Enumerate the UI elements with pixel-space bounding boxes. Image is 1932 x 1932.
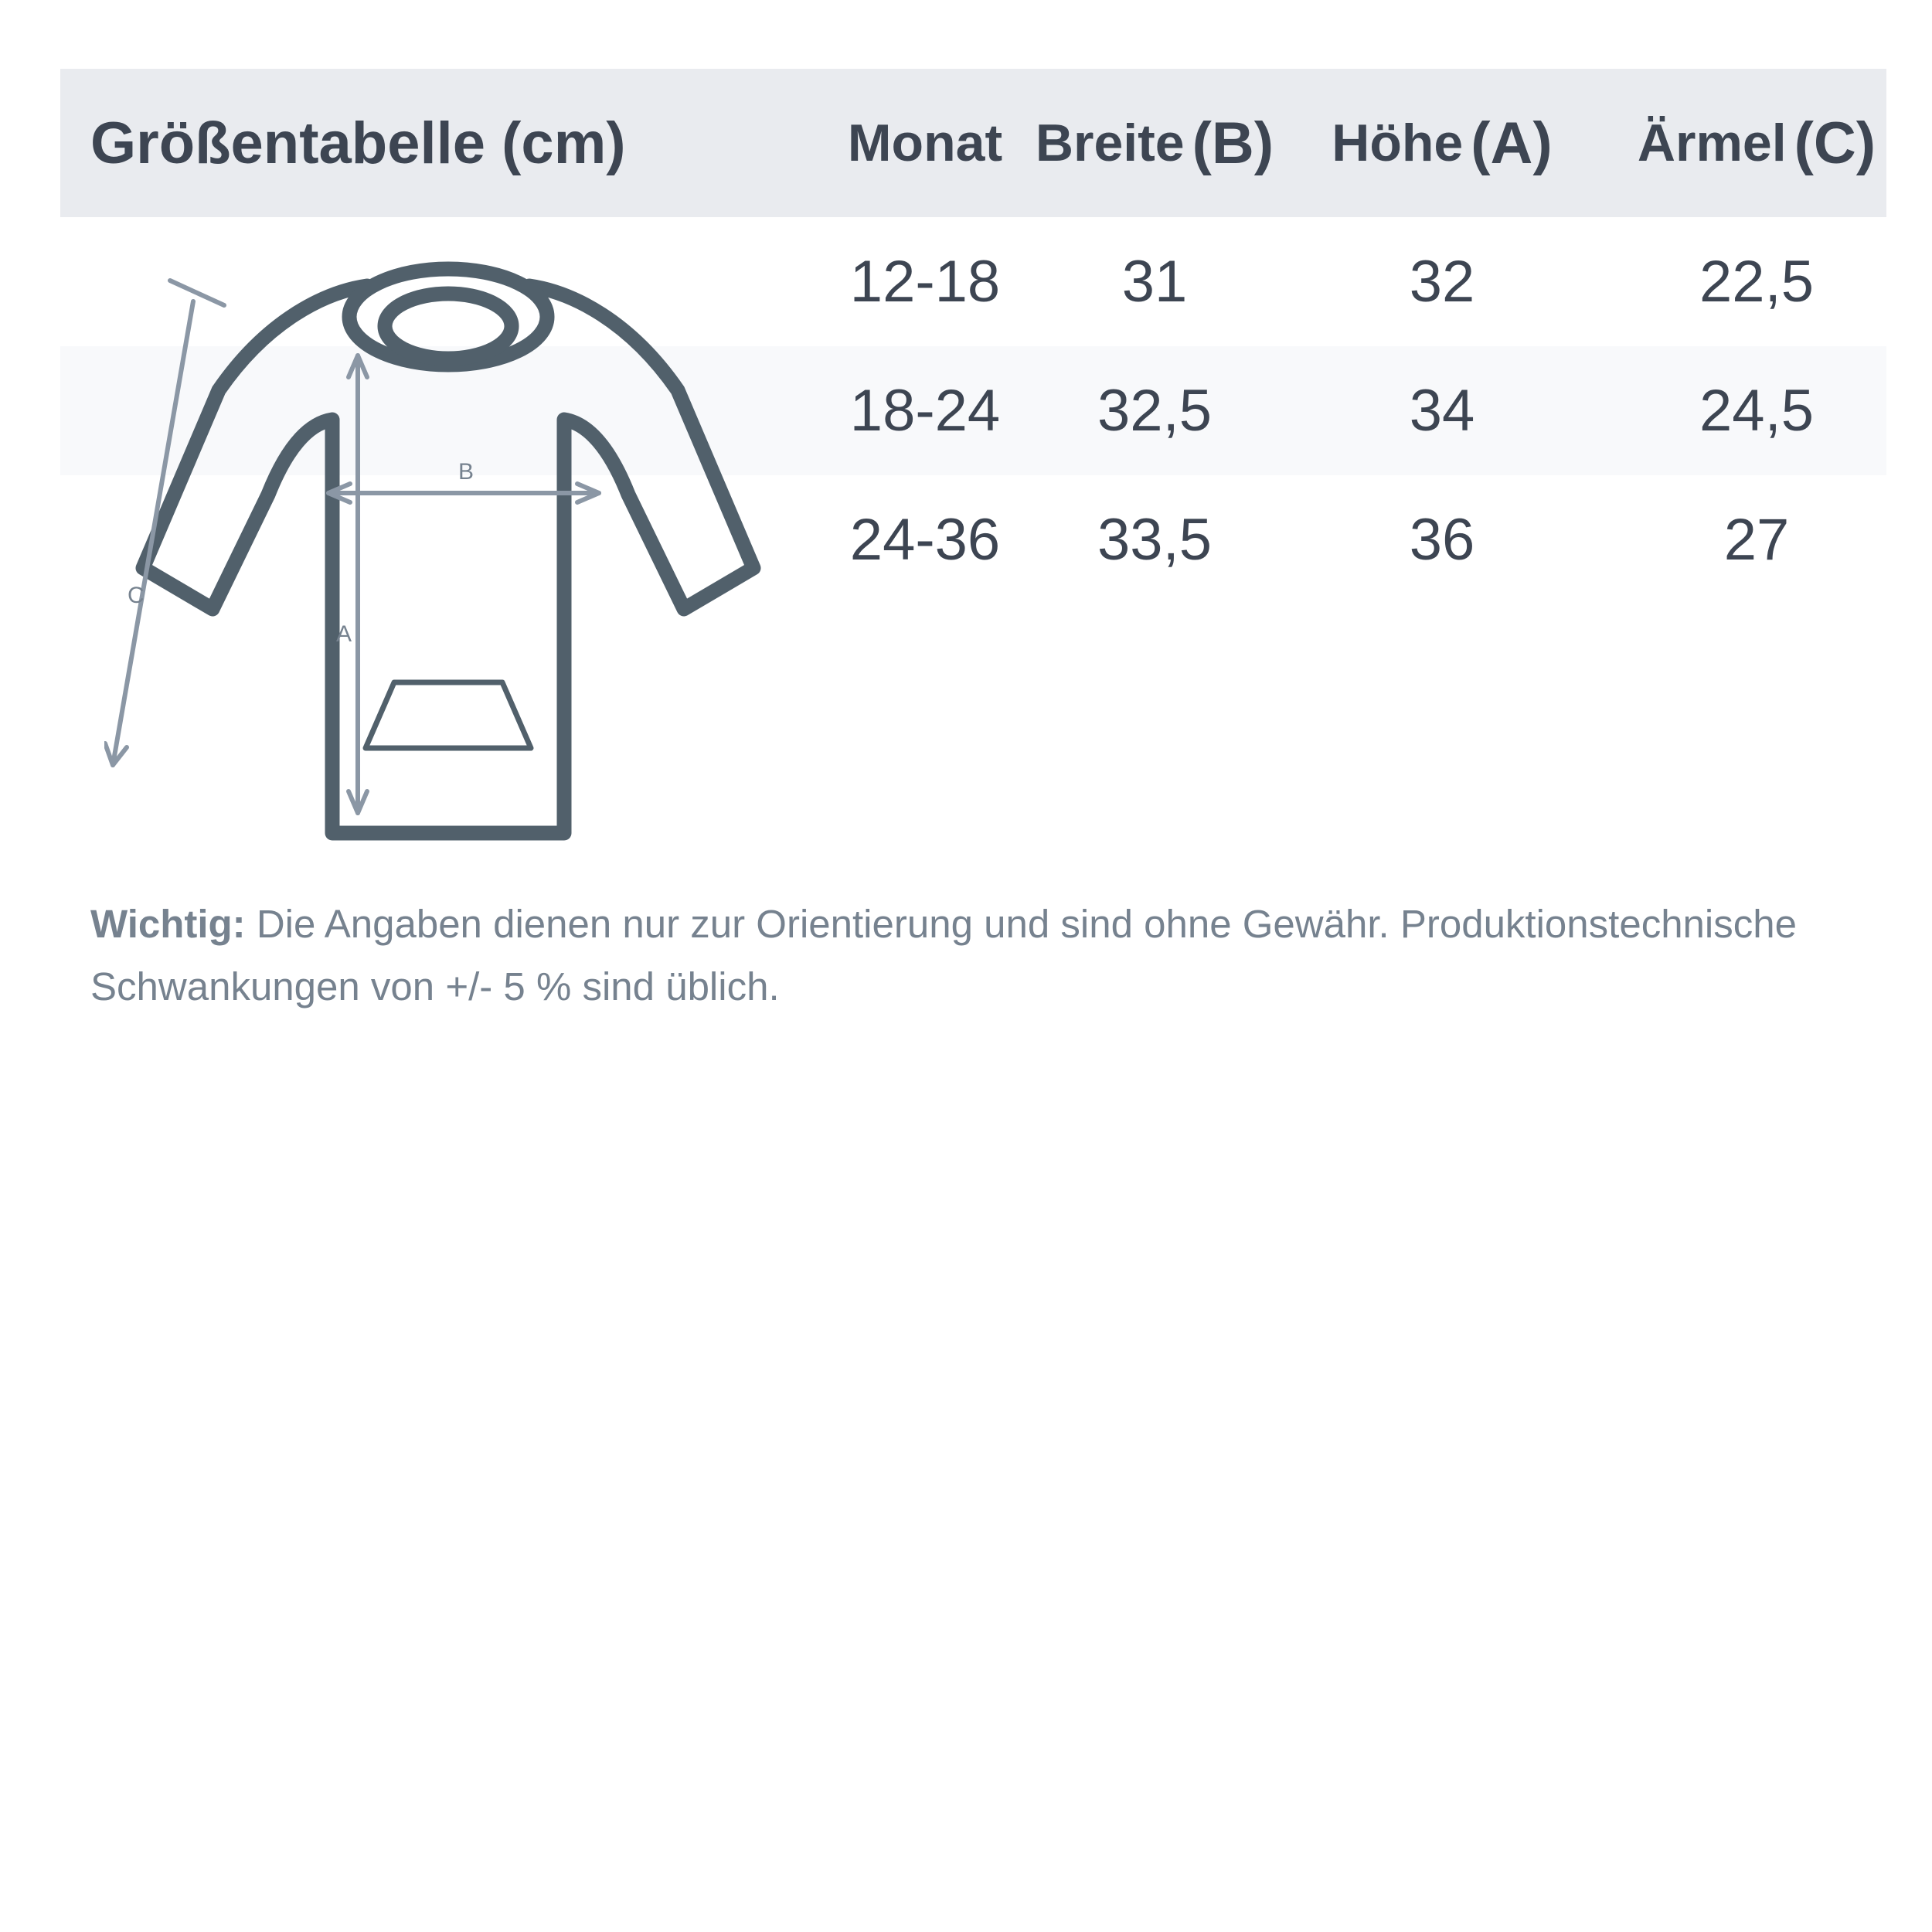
- svg-text:A: A: [336, 621, 352, 647]
- svg-text:B: B: [458, 459, 474, 485]
- svg-text:C: C: [128, 583, 145, 608]
